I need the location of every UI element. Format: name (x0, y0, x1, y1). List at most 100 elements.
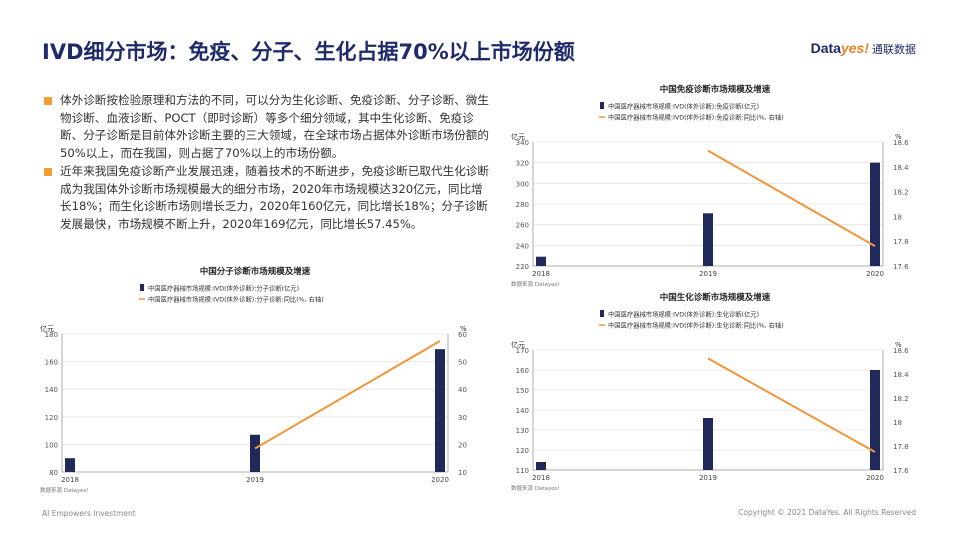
bullet-item-1: 体外诊断按检验原理和方法的不同，可以分为生化诊断、免疫诊断、分子诊断、微生物诊断… (44, 92, 489, 162)
bullet-square-icon (44, 168, 52, 176)
x-tick-label: 2019 (699, 270, 717, 278)
bar-2020 (870, 162, 880, 266)
y2-axis-unit: % (895, 133, 902, 141)
immune-chart: 中国免疫诊断市场规模及增速中国医疗器械市场规模:IVD(体外诊断):免疫诊断(亿… (505, 80, 925, 294)
y-tick-label: 160 (45, 359, 58, 367)
y2-tick-label: 17.6 (893, 467, 909, 475)
y2-tick-label: 18 (893, 213, 902, 221)
y-tick-label: 110 (516, 467, 529, 475)
legend-bar-swatch (140, 284, 144, 291)
bar-2018 (536, 256, 546, 266)
growth-line (707, 357, 876, 453)
y2-tick-label: 60 (458, 331, 467, 339)
x-tick-label: 2020 (431, 476, 449, 484)
growth-line (254, 340, 441, 450)
bar-2020 (435, 349, 445, 472)
bullet-text-1: 体外诊断按检验原理和方法的不同，可以分为生化诊断、免疫诊断、分子诊断、微生物诊断… (60, 93, 489, 160)
legend-bar-swatch (600, 102, 604, 109)
y2-tick-label: 50 (458, 359, 467, 367)
y2-axis-unit: % (460, 325, 467, 333)
y-tick-label: 130 (516, 427, 529, 435)
y-tick-label: 120 (45, 414, 58, 422)
y-tick-label: 100 (45, 441, 58, 449)
y-tick-label: 160 (516, 367, 529, 375)
logo-yes: yes! (840, 40, 869, 56)
y-tick-label: 280 (516, 201, 529, 209)
y2-tick-label: 18.4 (893, 371, 909, 379)
bar-2019 (703, 213, 713, 266)
bullet-list: 体外诊断按检验原理和方法的不同，可以分为生化诊断、免疫诊断、分子诊断、微生物诊断… (44, 92, 489, 234)
y-tick-label: 120 (516, 447, 529, 455)
y2-axis-unit: % (895, 341, 902, 349)
y-axis-unit: 亿元 (40, 324, 54, 333)
x-tick-label: 2020 (866, 270, 884, 278)
immune-chart-svg: 中国免疫诊断市场规模及增速中国医疗器械市场规模:IVD(体外诊断):免疫诊断(亿… (511, 84, 909, 288)
bullet-square-icon (44, 97, 52, 105)
y-axis-unit: 亿元 (511, 340, 525, 349)
bar-2018 (65, 458, 75, 472)
source-label: 数据来源 Datayes! (40, 486, 89, 494)
y2-tick-label: 17.8 (893, 238, 909, 246)
footer-copyright: Copyright © 2021 DataYes. All Rights Res… (738, 508, 916, 517)
y2-tick-label: 40 (458, 386, 467, 394)
chart-title: 中国生化诊断市场规模及增速 (660, 292, 771, 303)
y2-tick-label: 18.6 (893, 139, 909, 147)
x-tick-label: 2018 (532, 270, 550, 278)
legend-line-label: 中国医疗器械市场规模:IVD(体外诊断):免疫诊断:同比(%, 右轴) (608, 113, 784, 122)
source-label: 数据来源 Datayes! (511, 280, 560, 288)
y-tick-label: 170 (516, 347, 529, 355)
legend-bar-label: 中国医疗器械市场规模:IVD(体外诊断):生化诊断(亿元) (608, 310, 759, 319)
y2-tick-label: 18.6 (893, 347, 909, 355)
y-tick-label: 180 (45, 331, 58, 339)
logo-brand: Data (810, 40, 841, 56)
bar-2019 (250, 434, 260, 472)
footer-tagline: AI Empowers Investment (42, 509, 136, 518)
y2-tick-label: 17.6 (893, 263, 909, 271)
y-tick-label: 340 (516, 139, 529, 147)
bullet-text-2: 近年来我国免疫诊断产业发展迅速，随着技术的不断进步，免疫诊断已取代生化诊断成为我… (60, 164, 489, 231)
legend-bar-label: 中国医疗器械市场规模:IVD(体外诊断):免疫诊断(亿元) (608, 102, 759, 111)
molecular-chart: 中国分子诊断市场规模及增速中国医疗器械市场规模:IVD(体外诊断):分子诊断(亿… (30, 262, 480, 501)
y-tick-label: 320 (516, 160, 529, 168)
y2-tick-label: 18 (893, 419, 902, 427)
molecular-chart-svg: 中国分子诊断市场规模及增速中国医疗器械市场规模:IVD(体外诊断):分子诊断(亿… (40, 266, 467, 494)
y-tick-label: 260 (516, 222, 529, 230)
y2-tick-label: 10 (458, 469, 467, 477)
logo-cn: 通联数据 (872, 44, 916, 56)
y-tick-label: 150 (516, 387, 529, 395)
y-tick-label: 240 (516, 242, 529, 250)
legend-bar-label: 中国医疗器械市场规模:IVD(体外诊断):分子诊断(亿元) (148, 284, 299, 293)
datayes-logo: Datayes! 通联数据 (811, 40, 916, 57)
chart-title: 中国分子诊断市场规模及增速 (200, 266, 311, 277)
y2-tick-label: 18.2 (893, 395, 909, 403)
x-tick-label: 2018 (61, 476, 79, 484)
y2-tick-label: 20 (458, 441, 467, 449)
biochem-chart: 中国生化诊断市场规模及增速中国医疗器械市场规模:IVD(体外诊断):生化诊断(亿… (505, 288, 925, 502)
y-tick-label: 220 (516, 263, 529, 271)
source-label: 数据来源 Datayes! (511, 484, 560, 492)
y-axis-unit: 亿元 (511, 132, 525, 141)
legend-line-label: 中国医疗器械市场规模:IVD(体外诊断):分子诊断:同比(%, 右轴) (148, 295, 324, 304)
y2-tick-label: 17.8 (893, 443, 909, 451)
legend-line-label: 中国医疗器械市场规模:IVD(体外诊断):生化诊断:同比(%, 右轴) (608, 321, 784, 330)
x-tick-label: 2019 (246, 476, 264, 484)
biochem-chart-svg: 中国生化诊断市场规模及增速中国医疗器械市场规模:IVD(体外诊断):生化诊断(亿… (511, 292, 909, 492)
bar-2020 (870, 370, 880, 470)
y-tick-label: 140 (45, 386, 58, 394)
bar-2018 (536, 462, 546, 470)
y2-tick-label: 18.2 (893, 189, 909, 197)
legend-bar-swatch (600, 310, 604, 317)
y2-tick-label: 18.4 (893, 164, 909, 172)
chart-title: 中国免疫诊断市场规模及增速 (660, 84, 771, 95)
growth-line (707, 149, 876, 248)
x-tick-label: 2019 (699, 474, 717, 482)
x-tick-label: 2020 (866, 474, 884, 482)
x-tick-label: 2018 (532, 474, 550, 482)
y-tick-label: 140 (516, 407, 529, 415)
y-tick-label: 300 (516, 180, 529, 188)
y2-tick-label: 30 (458, 414, 467, 422)
bullet-item-2: 近年来我国免疫诊断产业发展迅速，随着技术的不断进步，免疫诊断已取代生化诊断成为我… (44, 163, 489, 233)
bar-2019 (703, 418, 713, 470)
y-tick-label: 80 (49, 469, 58, 477)
page-title: IVD细分市场：免疫、分子、生化占据70%以上市场份额 (42, 40, 575, 64)
